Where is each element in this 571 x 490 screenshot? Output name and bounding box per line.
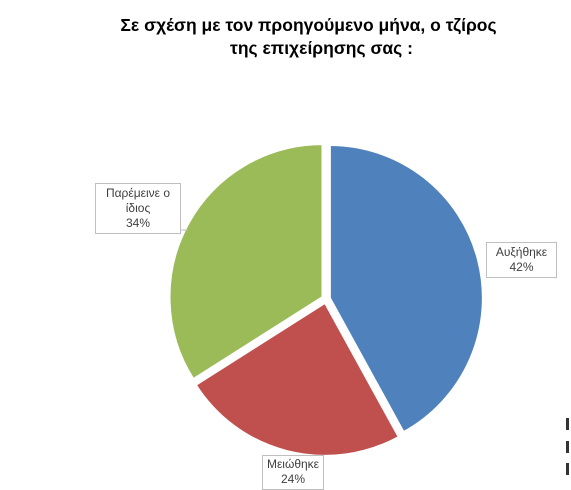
pie-slice-increased: [328, 144, 484, 434]
data-label-increased: Αυξήθηκε 42%: [486, 242, 557, 278]
data-label-same-name-1: Παρέμεινε ο: [105, 186, 171, 200]
data-label-same-value: 34%: [125, 216, 151, 230]
chart-title-line-1: Σε σχέση με τον προηγούμενο μήνα, ο τζίρ…: [120, 15, 497, 35]
pie-slice-decreased: [194, 301, 400, 457]
pie-slices: [168, 143, 484, 457]
data-label-decreased-name: Μειώθηκε: [266, 457, 320, 471]
edge-mark: [566, 418, 569, 430]
data-label-decreased-value: 24%: [280, 472, 306, 486]
data-label-increased-value: 42%: [509, 260, 534, 274]
data-label-increased-name: Αυξήθηκε: [495, 245, 548, 259]
pie-slice-same: [168, 143, 324, 381]
chart-title: Σε σχέση με τον προηγούμενο μήνα, ο τζίρ…: [0, 14, 571, 60]
data-label-same-name-2: ίδιος: [125, 201, 151, 215]
data-label-decreased: Μειώθηκε 24%: [262, 455, 324, 490]
data-label-same: Παρέμεινε ο ίδιος 34%: [95, 183, 181, 234]
edge-mark: [566, 441, 569, 453]
edge-mark: [566, 463, 569, 475]
chart-title-line-2: της επιχείρησης σας :: [230, 38, 413, 58]
